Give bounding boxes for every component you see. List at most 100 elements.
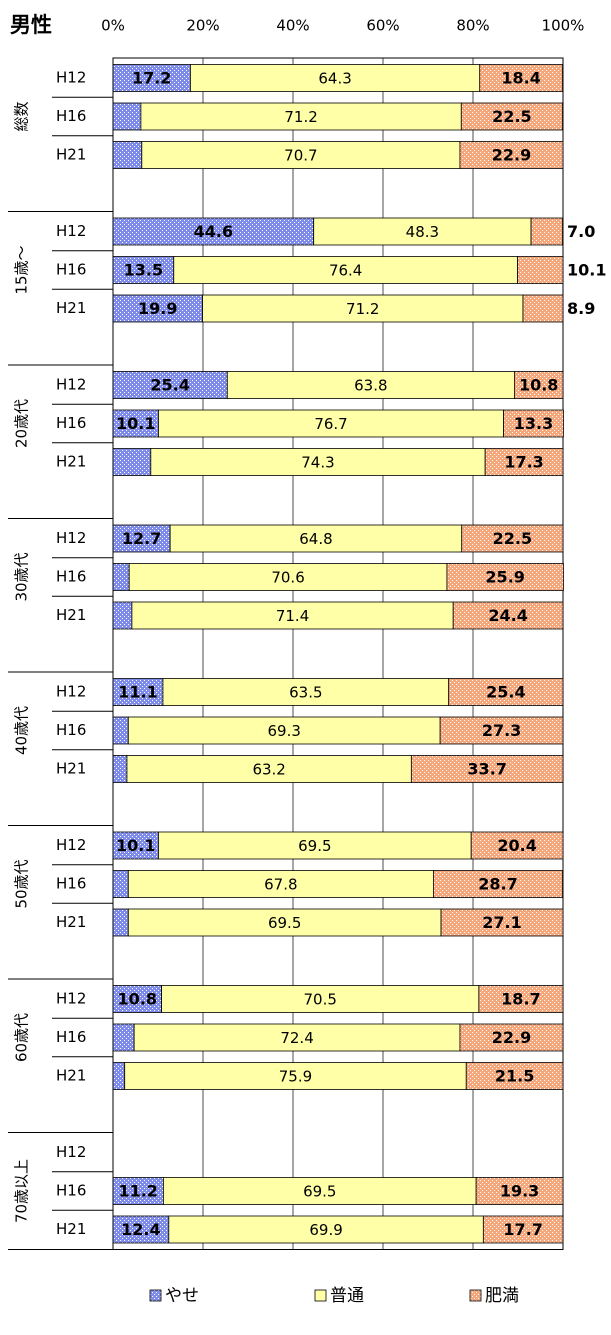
data-label: 12.4: [121, 1220, 160, 1239]
data-label: 25.4: [150, 376, 189, 395]
row-label: H16: [56, 568, 86, 586]
group-label: 60歳代: [13, 1013, 31, 1062]
row-label: H21: [56, 453, 86, 471]
data-label: 27.1: [482, 913, 521, 932]
bar-segment: [459, 141, 564, 169]
bar-segment: [112, 524, 171, 553]
bar-segment: [112, 1023, 135, 1052]
data-label: 25.9: [485, 568, 524, 587]
bar-segment: [448, 678, 564, 706]
bar-segment: [503, 409, 564, 438]
bar-segment: [514, 371, 564, 399]
row-label: H12: [56, 376, 86, 394]
data-label: 22.5: [493, 529, 532, 548]
data-label: 33.7: [467, 760, 506, 779]
data-label: 48.3: [406, 223, 439, 241]
data-label: 22.9: [492, 146, 531, 165]
data-label: 63.5: [289, 684, 322, 702]
data-label: 11.1: [118, 683, 157, 702]
data-label: 27.3: [482, 721, 521, 740]
bar-segment: [112, 870, 129, 898]
bar-segment: [470, 831, 564, 860]
group-label: 40歳代: [13, 706, 31, 755]
bar-segment: [446, 563, 564, 591]
x-tick-label: 80%: [456, 17, 489, 35]
bar-segment: [112, 409, 159, 438]
data-label: 67.8: [264, 876, 297, 894]
row-label: H16: [56, 721, 86, 739]
bar-segment: [150, 448, 486, 476]
bar-segment: [112, 755, 128, 783]
bar-segment: [169, 524, 463, 553]
row-label: H21: [56, 913, 86, 931]
row-label: H21: [56, 760, 86, 778]
bar-segment: [124, 1062, 467, 1090]
data-label: 11.2: [118, 1182, 157, 1201]
bar-segment: [452, 601, 564, 630]
group-label: 50歳代: [13, 859, 31, 908]
row-label: H21: [56, 299, 86, 317]
data-label: 13.5: [124, 261, 163, 280]
data-label: 21.5: [495, 1067, 534, 1086]
data-label: 20.4: [497, 836, 536, 855]
data-label: 70.7: [284, 147, 317, 165]
bar-segment: [162, 678, 450, 706]
legend-label: 肥満: [485, 1286, 519, 1306]
bar-segment: [131, 601, 454, 630]
bar-segment: [112, 448, 152, 476]
bar-segment: [482, 1215, 564, 1244]
data-label: 19.3: [500, 1182, 539, 1201]
data-label: 71.2: [346, 300, 379, 318]
data-label: 69.5: [298, 837, 331, 855]
bar-segment: [460, 102, 563, 131]
row-label: H16: [56, 414, 86, 432]
data-label: 12.7: [122, 529, 161, 548]
data-label: 76.4: [329, 262, 362, 280]
row-label: H16: [56, 1028, 86, 1046]
group-label: 70歳以上: [13, 1159, 31, 1223]
legend-label: やせ: [165, 1286, 199, 1306]
data-label: 8.9: [567, 299, 595, 318]
row-label: H12: [56, 990, 86, 1008]
bar-segment: [112, 217, 315, 246]
data-label: 64.8: [299, 530, 332, 548]
bar-segment: [112, 102, 142, 131]
bar-segment: [112, 141, 143, 169]
legend-swatch: [149, 1289, 162, 1302]
data-label: 22.9: [492, 1028, 531, 1047]
legend-swatch: [469, 1289, 482, 1302]
bar-segment: [168, 1215, 484, 1244]
bar-segment: [432, 870, 563, 898]
x-tick-label: 20%: [186, 17, 219, 35]
legend-label: 普通: [330, 1286, 364, 1306]
row-label: H16: [56, 261, 86, 279]
data-label: 10.1: [567, 261, 606, 280]
data-label: 69.5: [268, 914, 301, 932]
data-label: 17.7: [503, 1220, 542, 1239]
row-label: H12: [56, 683, 86, 701]
data-label: 18.4: [501, 69, 540, 88]
data-label: 63.2: [252, 761, 285, 779]
bar-segment: [465, 1062, 564, 1090]
bar-segment: [530, 217, 563, 246]
row-label: H21: [56, 606, 86, 624]
data-label: 24.4: [488, 606, 527, 625]
bar-segment: [202, 294, 524, 323]
bar-segment: [127, 870, 434, 898]
data-label: 71.2: [284, 108, 317, 126]
bar-segment: [475, 1177, 564, 1205]
x-tick-label: 60%: [366, 17, 399, 35]
row-label: H12: [56, 1143, 86, 1161]
bar-segment: [484, 448, 564, 476]
row-label: H12: [56, 69, 86, 87]
bar-segment: [478, 985, 564, 1013]
data-label: 69.3: [268, 722, 301, 740]
bar-segment: [112, 831, 159, 860]
bar-segment: [439, 716, 564, 745]
data-label: 63.8: [354, 377, 387, 395]
data-label: 17.3: [504, 453, 543, 472]
bar-segment: [112, 1215, 170, 1244]
bar-segment: [133, 1023, 461, 1052]
bar-segment: [112, 601, 133, 630]
x-tick-label: 0%: [101, 17, 125, 35]
